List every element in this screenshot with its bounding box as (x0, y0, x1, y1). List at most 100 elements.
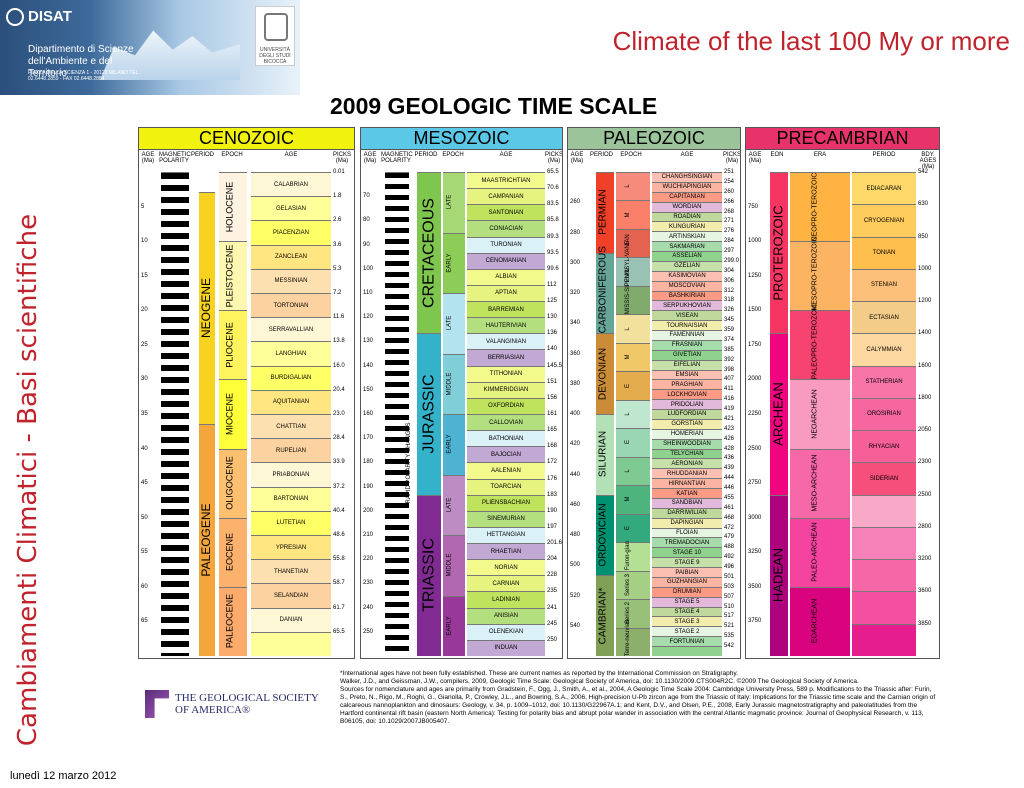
mesozoic-pick-label: 241 (547, 604, 558, 611)
cenozoic-period-label: NEOGENE (199, 278, 213, 339)
paleozoic-period-label: M (624, 354, 631, 360)
cenozoic-period-label: PALEOCENE (224, 594, 235, 649)
paleozoic-period-label: M (624, 496, 631, 502)
precambrian-age-row (852, 623, 916, 656)
cenozoic-period-label: OLIGOCENE (224, 456, 235, 510)
cenozoic-age-tick: 15 (141, 272, 148, 279)
paleozoic-age-row: SERPUKHOVIAN (652, 300, 722, 311)
cenozoic-period-cell (199, 424, 215, 656)
paleozoic-pick-label: 468 (724, 514, 735, 521)
precambrian-period-label: PALEOPRO-TEROZOIC (811, 302, 819, 380)
slide-date: lunedì 12 marzo 2012 (10, 770, 117, 782)
mesozoic-pick-label: 176 (547, 475, 558, 482)
mesozoic-age-tick: 240 (363, 604, 374, 611)
precambrian-age-row (852, 559, 916, 592)
mesozoic-period-label: CRETACEOUS (421, 197, 439, 308)
precambrian-period-cell (790, 310, 850, 380)
paleozoic-age-row: FRASNIAN (652, 339, 722, 350)
side-band: Cambiamenti Climatici - Basi scientifich… (0, 200, 55, 760)
cenozoic-age-row: PRIABONIAN (251, 462, 331, 487)
cenozoic-age-row: BARTONIAN (251, 486, 331, 511)
university-seal-icon (264, 13, 288, 41)
paleozoic-age-row: ASSELIAN (652, 251, 722, 261)
precambrian-age-row (852, 591, 916, 624)
mesozoic-age-tick: 210 (363, 532, 374, 538)
mesozoic-pick-label: 168 (547, 443, 558, 450)
paleozoic-period-label: Series 3 (624, 573, 631, 596)
paleozoic-age-row: EMSIAN (652, 369, 722, 380)
precambrian-age-row: STENIAN (852, 268, 916, 302)
cenozoic-period-cell (199, 192, 215, 424)
cenozoic-pick-label: 61.7 (333, 604, 345, 611)
mesozoic-block: MESOZOIC AGE (Ma) MAGNETIC POLARITY PERIOD… (360, 127, 563, 659)
mesozoic-age-tick: 100 (363, 265, 374, 272)
mesozoic-pick-label: 165 (547, 427, 558, 434)
mesozoic-age-tick: 140 (363, 362, 374, 369)
precambrian-period-cell (790, 448, 850, 518)
mesozoic-age-row: BARREMIAN (467, 301, 545, 318)
paleozoic-pick-label: 535 (724, 633, 735, 640)
precambrian-period-label: PALEO-ARCHEAN (811, 522, 819, 582)
cenozoic-block: CENOZOIC AGE (Ma) MAGNETIC POLARITY PERIOD… (138, 127, 355, 659)
paleozoic-pick-label: 507 (724, 593, 735, 600)
mesozoic-age-tick: 150 (363, 386, 374, 393)
paleozoic-pick-label: 472 (724, 524, 735, 531)
precambrian-period-label: HADEAN (771, 548, 787, 603)
paleozoic-period-label: CARBONIFEROUS (597, 246, 608, 334)
paleozoic-pick-label: 306 (724, 277, 735, 284)
paleozoic-age-row: KUNGURIAN (652, 221, 722, 232)
cenozoic-age-tick: 50 (141, 514, 148, 521)
precambrian-col-header: EON (770, 152, 784, 158)
cenozoic-age-tick: 20 (141, 307, 148, 314)
paleozoic-age-row: HIRNANTIAN (652, 478, 722, 489)
paleozoic-col-header: EPOCH (620, 152, 642, 158)
mesozoic-age-row: ALBIAN (467, 268, 545, 285)
mesozoic-pick-label: 172 (547, 459, 558, 466)
mesozoic-pick-label: 183 (547, 491, 558, 498)
precambrian-pick-label: 2050 (918, 427, 932, 434)
mesozoic-col-header: PERIOD (414, 152, 438, 158)
mesozoic-age-row: CONIACIAN (467, 220, 545, 237)
precambrian-age-row (852, 494, 916, 527)
precambrian-period-label: PROTEROZOIC (771, 204, 787, 301)
paleozoic-pick-label: 392 (724, 356, 735, 363)
cenozoic-age-tick: 65 (141, 618, 148, 625)
mesozoic-col-header: AGE (499, 152, 513, 158)
mesozoic-age-row: OXFORDIAN (467, 397, 545, 414)
mesozoic-age-tick: 130 (363, 338, 374, 345)
paleozoic-age-row: KASIMOVIAN (652, 270, 722, 281)
paleozoic-age-row: TELYCHIAN (652, 448, 722, 459)
cenozoic-pick-label: 7.2 (333, 290, 342, 296)
mesozoic-period-label: MIDDLE (446, 553, 452, 577)
cenozoic-pick-label: 37.2 (333, 483, 345, 490)
precambrian-pick-label: 2800 (918, 523, 932, 530)
cenozoic-period-cell (219, 448, 247, 518)
precambrian-age-tick: 3500 (748, 583, 762, 590)
precambrian-age-tick: 3000 (748, 514, 762, 521)
cenozoic-age-row: AQUITANIAN (251, 389, 331, 414)
paleozoic-pick-label: 318 (724, 297, 735, 304)
mesozoic-age-row: BERRIASIAN (467, 349, 545, 366)
mesozoic-age-row: RHAETIAN (467, 543, 545, 560)
cenozoic-age-tick: 35 (141, 411, 148, 417)
cenozoic-pick-label: 16.0 (333, 362, 345, 369)
mesozoic-header: MESOZOIC (361, 128, 562, 150)
precambrian-age-tick: 1750 (748, 341, 762, 348)
precambrian-age-row: CALYMMIAN (852, 333, 916, 366)
mesozoic-period-cell (443, 172, 465, 233)
paleozoic-pick-label: 496 (724, 564, 735, 571)
paleozoic-age-row: DAPINGIAN (652, 517, 722, 528)
paleozoic-pick-label: 488 (724, 544, 735, 551)
precambrian-pick-label: 1800 (918, 394, 932, 401)
paleozoic-pick-label: 251 (724, 169, 735, 175)
university-name: UNIVERSITÀ DEGLI STUDI BICOCCA (259, 47, 291, 65)
department-address: PIAZZA DELLA SCIENZA 1 - 20126 MILANO TE… (28, 70, 140, 82)
cenozoic-pick-label: 65.5 (333, 628, 345, 635)
cenozoic-pick-label: 23.0 (333, 411, 345, 417)
department-name: Dipartimento di Scienze dell'Ambiente e … (28, 44, 134, 79)
paleozoic-period-cell (596, 414, 614, 495)
precambrian-period-label: MESO-ARCHEAN (811, 454, 819, 512)
paleozoic-age-row: MOSCOVIAN (652, 280, 722, 291)
gsa-emblem-icon (145, 690, 169, 718)
cenozoic-age-row (251, 631, 331, 656)
